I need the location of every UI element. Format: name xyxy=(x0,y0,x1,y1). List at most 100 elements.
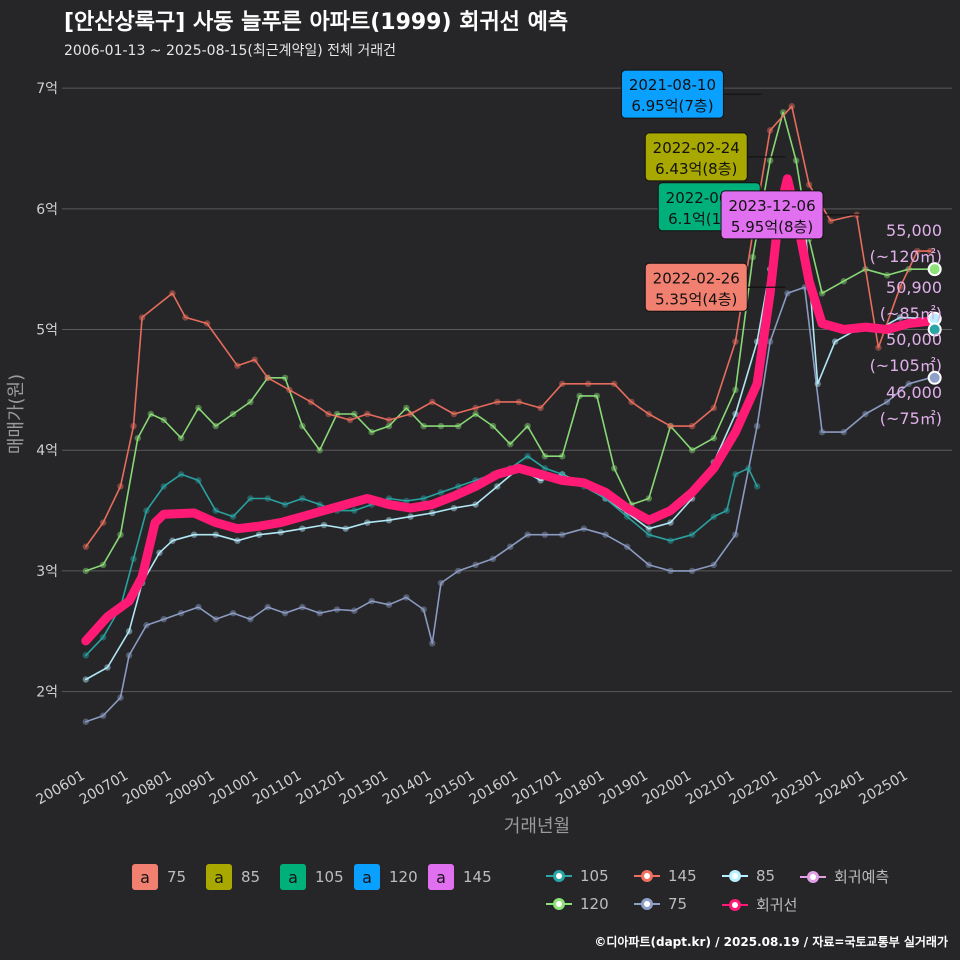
data-point-120 xyxy=(541,453,549,460)
data-point-85 xyxy=(212,531,219,538)
data-point-85 xyxy=(450,504,458,512)
data-point-145 xyxy=(805,181,813,188)
data-point-120 xyxy=(177,434,185,442)
data-point-85 xyxy=(169,537,176,544)
legend-box-item: a 85 xyxy=(206,864,260,890)
data-point-145 xyxy=(234,362,241,369)
data-point-145 xyxy=(286,386,293,394)
legend-label: 145 xyxy=(668,867,697,885)
data-point-105 xyxy=(130,555,137,563)
data-point-145 xyxy=(645,410,653,418)
data-point-75 xyxy=(195,603,202,611)
data-point-105 xyxy=(710,513,718,520)
legend-label: 회귀예측 xyxy=(834,868,890,886)
data-point-120 xyxy=(147,410,154,418)
data-point-105 xyxy=(212,507,219,514)
data-point-85 xyxy=(190,531,198,538)
legend-swatch: a xyxy=(354,864,380,890)
callout-price: 6.43억(8층) xyxy=(655,160,737,178)
data-point-120 xyxy=(403,404,410,412)
data-point-145 xyxy=(99,519,107,526)
y-tick-label: 4억 xyxy=(36,443,58,459)
data-point-75 xyxy=(117,694,124,701)
data-point-75 xyxy=(299,603,306,611)
data-point-105 xyxy=(247,495,254,502)
y-tick-label: 2억 xyxy=(36,685,58,701)
prediction-value: 50,000 xyxy=(886,330,942,349)
callout-box xyxy=(620,69,724,119)
data-point-145 xyxy=(896,284,904,291)
data-point-75 xyxy=(264,603,271,611)
data-point-75 xyxy=(710,561,718,569)
callout-date: 2023-12-06 xyxy=(728,197,815,215)
data-point-145 xyxy=(429,398,436,406)
data-point-145 xyxy=(407,410,414,418)
data-point-120 xyxy=(593,392,601,400)
data-point-120 xyxy=(766,157,774,164)
x-tick-label: 201701 xyxy=(510,768,564,809)
data-point-120 xyxy=(316,447,323,454)
data-point-75 xyxy=(645,561,653,569)
data-point-120 xyxy=(472,410,479,418)
callout-price: 5.35억(4층) xyxy=(655,290,737,308)
data-point-75 xyxy=(580,525,588,532)
series-line-회귀선 xyxy=(81,174,935,646)
data-point-75 xyxy=(862,410,869,418)
data-point-120 xyxy=(840,278,847,285)
data-point-85 xyxy=(234,537,241,544)
legend-label: 85 xyxy=(756,867,776,885)
legend-label: 75 xyxy=(167,868,187,886)
data-point-120 xyxy=(576,392,583,400)
data-point-85 xyxy=(385,517,393,524)
data-point-105 xyxy=(688,531,696,538)
prediction-area: (~105㎡) xyxy=(870,356,942,375)
data-point-145 xyxy=(827,217,834,225)
data-point-105 xyxy=(195,477,202,484)
data-point-145 xyxy=(628,398,635,406)
legend-swatch: a xyxy=(428,864,454,890)
data-point-105 xyxy=(281,501,289,508)
data-point-145 xyxy=(307,398,315,406)
legend-box-item: a 75 xyxy=(132,864,186,890)
footer-credit: ©디아파트(dapt.kr) / 2025.08.19 / 자료=국토교통부 실… xyxy=(594,935,948,949)
x-tick-label: 202201 xyxy=(726,768,780,809)
data-point-85 xyxy=(255,531,263,538)
chart-subtitle: 2006-01-13 ~ 2025-08-15(최근계약일) 전체 거래건 xyxy=(64,43,396,59)
legend-line-item: 105 xyxy=(546,866,609,886)
data-point-145 xyxy=(710,404,718,412)
data-point-120 xyxy=(732,386,739,394)
data-point-120 xyxy=(524,422,531,430)
data-point-120 xyxy=(883,272,891,279)
data-point-85 xyxy=(320,521,328,529)
callout-date: 2022-02-26 xyxy=(653,269,740,287)
y-tick-label: 7억 xyxy=(36,81,58,97)
x-tick-label: 201601 xyxy=(467,768,521,809)
series-line-75 xyxy=(85,286,932,723)
legend-line-swatch xyxy=(800,867,826,887)
legend: a 75 a 85 a 105 a 120 a 145 105 145 85 회귀예측 120 75 회귀선 xyxy=(132,864,912,924)
data-point-75 xyxy=(766,338,774,345)
callout-date: 2021-08-10 xyxy=(629,76,716,94)
data-point-120 xyxy=(134,434,141,442)
legend-line-item: 회귀선 xyxy=(722,894,797,915)
data-point-120 xyxy=(818,290,826,297)
data-point-145 xyxy=(537,404,544,412)
y-tick-label: 3억 xyxy=(36,564,58,580)
data-point-75 xyxy=(472,561,479,569)
data-point-75 xyxy=(602,531,609,538)
data-point-75 xyxy=(177,609,185,617)
legend-swatch: a xyxy=(132,864,158,890)
x-tick-label: 202301 xyxy=(770,768,824,809)
data-point-75 xyxy=(437,579,445,587)
x-tick-label: 201401 xyxy=(380,768,434,809)
data-point-120 xyxy=(437,422,445,430)
data-point-105 xyxy=(667,537,674,544)
data-point-85 xyxy=(407,513,414,520)
data-point-85 xyxy=(104,664,111,671)
data-point-85 xyxy=(494,483,501,490)
data-point-145 xyxy=(788,103,795,110)
data-point-85 xyxy=(831,338,839,345)
data-point-85 xyxy=(896,314,904,321)
data-point-85 xyxy=(364,519,371,526)
x-tick-label: 200801 xyxy=(120,768,174,809)
